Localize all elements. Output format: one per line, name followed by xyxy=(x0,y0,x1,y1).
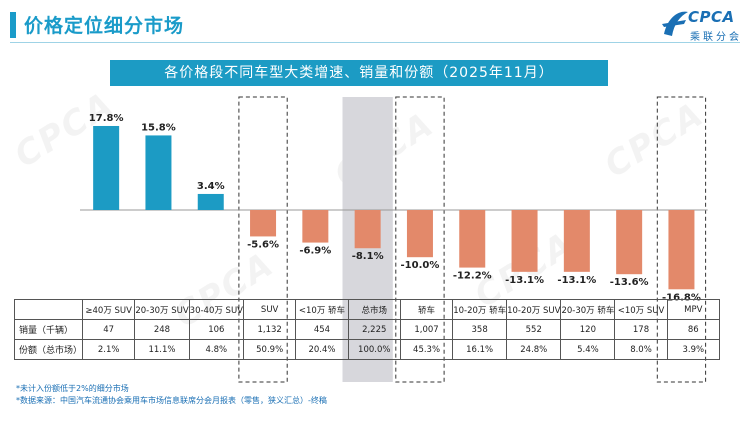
table-cell: 47 xyxy=(82,319,136,340)
title-divider xyxy=(10,42,740,43)
table-cell: 358 xyxy=(452,319,508,340)
table-cell: 1,132 xyxy=(242,319,297,340)
table-column-header: 20-30万 SUV xyxy=(134,299,190,320)
table-cell: 120 xyxy=(560,319,616,340)
table-cell: 16.1% xyxy=(452,339,508,360)
table-cell: 454 xyxy=(295,319,349,340)
table-cell: 3.9% xyxy=(666,339,720,360)
logo-subtext: 乘联分会 xyxy=(690,32,742,43)
table-cell: 248 xyxy=(134,319,190,340)
table-column-header: 轿车 xyxy=(399,299,454,320)
bar-value-label: 15.8% xyxy=(141,122,176,133)
bar xyxy=(406,210,433,258)
table-column-header: 总市场 xyxy=(347,299,401,320)
table-row-label: 销量（千辆） xyxy=(13,319,84,340)
bar xyxy=(354,210,381,249)
table-cell: 1,007 xyxy=(399,319,454,340)
table-cell: 2,225 xyxy=(347,319,401,340)
bar xyxy=(511,210,538,272)
table-header-row: ≥40万 SUV 20-30万 SUV 30-40万 SUV SUV <10万 轿车 总市… xyxy=(13,299,720,320)
table-cell: 86 xyxy=(666,319,720,340)
table-row: 份额（总市场） 2.1% 11.1% 4.8% 50.9% 20.4% 100.0% 45.… xyxy=(13,339,720,360)
table-column-header: ≥40万 SUV xyxy=(82,299,136,320)
table-cell: 106 xyxy=(188,319,245,340)
table-cell: 20.4% xyxy=(295,339,349,360)
bar xyxy=(197,193,224,210)
table-cell: 50.9% xyxy=(242,339,297,360)
table-cell: 45.3% xyxy=(399,339,454,360)
bar-value-label: -16.8% xyxy=(662,292,701,303)
page-title: 价格定位细分市场 xyxy=(24,15,185,37)
table-cell: 8.0% xyxy=(614,339,668,360)
table-row: 销量（千辆） 47 248 106 1,132 454 2,225 1,007 358 552 1… xyxy=(13,319,720,340)
table-cell: 100.0% xyxy=(347,339,401,360)
bar xyxy=(459,210,486,268)
bar-value-label: -10.0% xyxy=(401,260,440,271)
category-highlight-frame xyxy=(656,96,707,383)
table-column-header: <10万 SUV xyxy=(614,299,668,320)
table-column-header: <10万 轿车 xyxy=(295,299,349,320)
bar-value-label: -13.6% xyxy=(610,277,649,288)
chart-subtitle: 各价格段不同车型大类增速、销量和份额（2025年11月） xyxy=(110,60,608,86)
logo-text: CPCA xyxy=(688,8,735,26)
table-cell: 552 xyxy=(506,319,562,340)
bar xyxy=(563,210,590,272)
title-accent-bar xyxy=(10,12,16,38)
table-corner-cell xyxy=(13,299,84,320)
table-cell: 178 xyxy=(614,319,668,340)
table-column-header: 10-20万 SUV xyxy=(506,299,562,320)
table-column-header: 20-30万 轿车 xyxy=(560,299,616,320)
bar xyxy=(668,210,695,290)
bar xyxy=(250,210,277,237)
bar xyxy=(93,125,120,210)
cpca-logo-icon xyxy=(662,11,688,36)
table-column-header: SUV xyxy=(242,299,297,320)
table-cell: 24.8% xyxy=(506,339,562,360)
bar-value-label: -13.1% xyxy=(505,275,544,286)
bar-value-label: 17.8% xyxy=(89,113,124,124)
footnote: *数据来源：中国汽车流通协会乘用车市场信息联席分会月报表（零售，狭义汇总）-终稿 xyxy=(16,396,327,405)
bar xyxy=(302,210,329,243)
table-cell: 2.1% xyxy=(82,339,136,360)
table-cell: 5.4% xyxy=(560,339,616,360)
bar-value-label: -8.1% xyxy=(352,251,384,262)
table-column-header: MPV xyxy=(666,299,720,320)
bar xyxy=(145,135,172,210)
bar-value-label: 3.4% xyxy=(197,181,225,192)
table-cell: 4.8% xyxy=(188,339,245,360)
footnotes: *未计入份额低于2%的细分市场 *数据来源：中国汽车流通协会乘用车市场信息联席分… xyxy=(16,383,327,407)
table-column-header: 10-20万 轿车 xyxy=(452,299,508,320)
bar-value-label: -12.2% xyxy=(453,271,492,282)
table-column-header: 30-40万 SUV xyxy=(188,299,245,320)
bar-value-label: -5.6% xyxy=(247,239,279,250)
table-cell: 11.1% xyxy=(134,339,190,360)
sales-share-table: ≥40万 SUV 20-30万 SUV 30-40万 SUV SUV <10万 轿车 总市… xyxy=(13,299,720,360)
bar-value-label: -13.1% xyxy=(557,275,596,286)
footnote: *未计入份额低于2%的细分市场 xyxy=(16,384,129,393)
table-row-label: 份额（总市场） xyxy=(13,339,84,360)
bar xyxy=(616,210,643,275)
cpca-logo: CPCA 乘联分会 xyxy=(660,6,744,46)
bar-value-label: -6.9% xyxy=(299,246,331,257)
category-highlight-frame xyxy=(395,96,445,383)
category-highlight-frame xyxy=(238,96,288,383)
